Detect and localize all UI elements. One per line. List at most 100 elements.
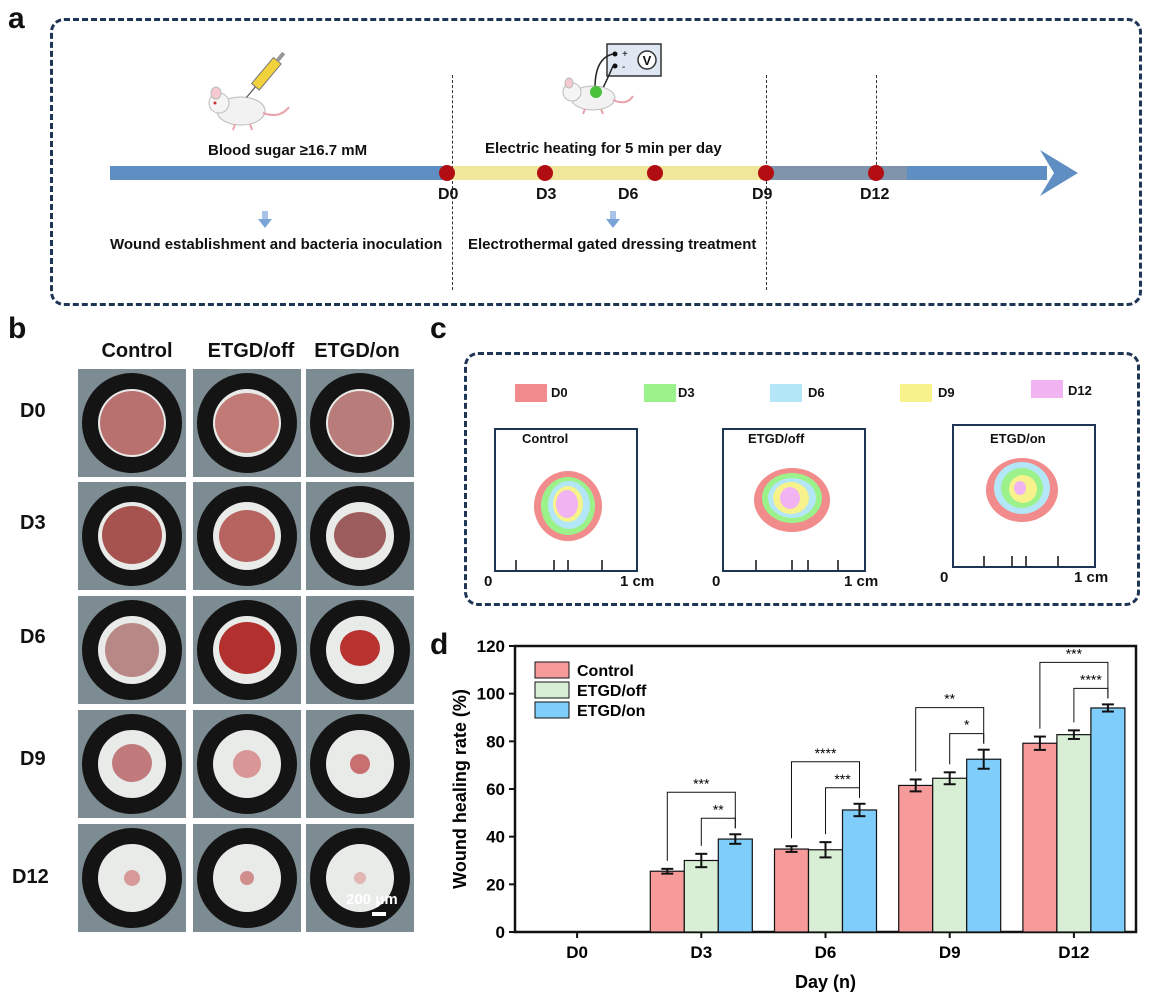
bar-control-d6 bbox=[773, 848, 810, 933]
wound-photo bbox=[306, 482, 414, 590]
wound-photo bbox=[193, 482, 301, 590]
legend-label-etgd-off: ETGD/off bbox=[577, 683, 647, 700]
timeline-dot-d12 bbox=[868, 165, 884, 181]
legend-label-control: Control bbox=[577, 663, 634, 680]
row-label-d3: D3 bbox=[20, 512, 46, 534]
significance-bracket bbox=[791, 761, 860, 839]
wound-photo bbox=[193, 596, 301, 704]
trace-axis-start: 0 bbox=[712, 573, 721, 590]
wound-photo bbox=[306, 824, 414, 932]
traces-frame bbox=[464, 352, 1140, 606]
timeline-dot-d0 bbox=[439, 165, 455, 181]
timeline-dot-d9 bbox=[758, 165, 774, 181]
y-tick-label: 20 bbox=[486, 875, 505, 894]
row-label-d0: D0 bbox=[20, 400, 46, 422]
y-tick-label: 0 bbox=[496, 923, 505, 942]
trace-axis-start: 0 bbox=[484, 573, 493, 590]
significance-bracket bbox=[1039, 661, 1109, 729]
trace-axis-start: 0 bbox=[940, 569, 949, 586]
trace-map-control bbox=[494, 428, 638, 572]
arrow-down-icon bbox=[606, 211, 620, 228]
panel-letter-d: d bbox=[430, 628, 449, 661]
column-header-etgd-off: ETGD/off bbox=[207, 340, 295, 362]
divider-d12 bbox=[876, 75, 877, 170]
significance-bracket bbox=[700, 817, 736, 846]
legend-swatch-d3 bbox=[644, 384, 676, 402]
row-label-d6: D6 bbox=[20, 626, 46, 648]
bar-etgd-off-d12 bbox=[1056, 734, 1092, 933]
legend-label-d9: D9 bbox=[938, 385, 955, 400]
wound-photo bbox=[78, 369, 186, 477]
wound-photo bbox=[306, 369, 414, 477]
trace-title-etgd-off: ETGD/off bbox=[748, 431, 805, 446]
timeline-day-d6: D6 bbox=[618, 186, 639, 203]
bar-etgd-off-d3 bbox=[683, 859, 719, 933]
legend-label-d0: D0 bbox=[551, 385, 568, 400]
trace-axis-end: 1 cm bbox=[1074, 569, 1109, 586]
significance-bracket bbox=[666, 791, 736, 861]
legend-swatch-etgd-on bbox=[534, 701, 570, 719]
significance-label: *** bbox=[1066, 645, 1083, 661]
wound-photo bbox=[78, 482, 186, 590]
x-axis-label: Day (n) bbox=[795, 972, 856, 992]
x-tick-label: D12 bbox=[1058, 943, 1089, 962]
wound-photo bbox=[306, 710, 414, 818]
timeline-day-d12: D12 bbox=[860, 186, 890, 203]
wound-photo bbox=[193, 369, 301, 477]
panel-letter-b: b bbox=[8, 312, 27, 345]
y-tick-label: 40 bbox=[486, 828, 505, 847]
wound-step-label: Wound establishment and bacteria inocula… bbox=[110, 236, 443, 253]
scale-bar bbox=[372, 912, 386, 916]
x-tick-label: D9 bbox=[939, 943, 961, 962]
bar-etgd-on-d12 bbox=[1090, 707, 1126, 933]
significance-bracket bbox=[825, 787, 860, 835]
legend-swatch-d9 bbox=[900, 384, 932, 402]
trace-axis-end: 1 cm bbox=[844, 573, 879, 590]
wound-photo bbox=[193, 710, 301, 818]
legend-swatch-etgd-off bbox=[534, 681, 570, 699]
legend-swatch-d12 bbox=[1031, 380, 1063, 398]
significance-bracket bbox=[949, 733, 985, 765]
panel-letter-c: c bbox=[430, 312, 447, 345]
wound-photo bbox=[193, 824, 301, 932]
trace-title-control: Control bbox=[522, 431, 569, 446]
trace-title-etgd-on: ETGD/on bbox=[990, 431, 1046, 446]
column-header-control: Control bbox=[101, 340, 173, 362]
bar-etgd-off-d6 bbox=[807, 849, 844, 933]
x-tick-label: D3 bbox=[690, 943, 712, 962]
x-tick-label: D6 bbox=[815, 943, 837, 962]
bar-etgd-on-d6 bbox=[841, 809, 878, 933]
x-tick-label: D0 bbox=[566, 943, 588, 962]
wound-healing-chart: 0 20 40 60 80 100 120 Wound healing rate (%) Day… bbox=[450, 637, 1138, 992]
significance-bracket bbox=[915, 707, 985, 772]
bar-etgd-on-d9 bbox=[966, 758, 1002, 933]
bar-control-d12 bbox=[1022, 742, 1058, 933]
mouse-syringe-icon bbox=[208, 51, 290, 131]
divider-d9 bbox=[766, 75, 767, 290]
significance-label: *** bbox=[834, 771, 851, 787]
timeline-day-d3: D3 bbox=[536, 186, 557, 203]
timeline-day-d0: D0 bbox=[438, 186, 459, 203]
bar-control-d3 bbox=[649, 870, 685, 933]
y-tick-label: 120 bbox=[477, 637, 505, 656]
significance-label: ** bbox=[944, 691, 955, 707]
minus-symbol: - bbox=[622, 62, 625, 73]
panel-letter-a: a bbox=[8, 2, 25, 35]
significance-label: ** bbox=[713, 801, 724, 817]
blood-sugar-label: Blood sugar ≥16.7 mM bbox=[208, 142, 368, 159]
timeline-dot-d3 bbox=[537, 165, 553, 181]
row-label-d12: D12 bbox=[12, 866, 49, 888]
plus-symbol: + bbox=[622, 49, 628, 60]
wound-photo bbox=[78, 824, 186, 932]
bar-etgd-off-d9 bbox=[932, 777, 968, 933]
mouse-voltmeter-icon: V + - bbox=[562, 43, 662, 115]
wound-photo bbox=[78, 710, 186, 818]
legend-label-d12: D12 bbox=[1068, 383, 1092, 398]
legend-swatch-d6 bbox=[770, 384, 802, 402]
divider-d0 bbox=[452, 75, 453, 290]
legend-label-d3: D3 bbox=[678, 385, 695, 400]
legend-label-d6: D6 bbox=[808, 385, 825, 400]
column-header-etgd-on: ETGD/on bbox=[314, 340, 400, 362]
heating-label: Electric heating for 5 min per day bbox=[485, 140, 722, 157]
wound-photo bbox=[306, 596, 414, 704]
